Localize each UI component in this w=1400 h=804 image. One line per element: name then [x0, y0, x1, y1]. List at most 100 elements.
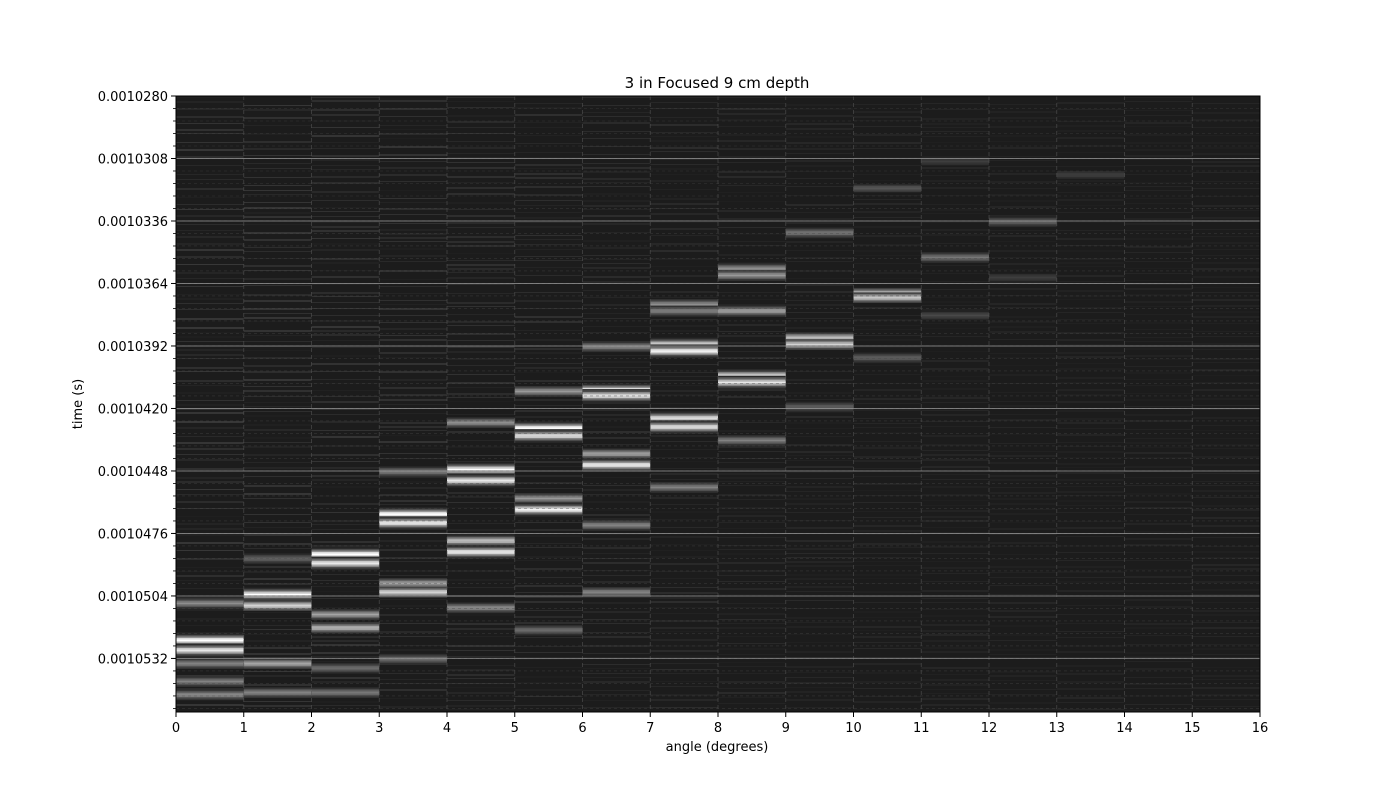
heatmap-band	[447, 555, 515, 558]
heatmap-texture-line	[1192, 564, 1260, 566]
heatmap-band	[176, 648, 244, 650]
heatmap-texture-line	[718, 176, 786, 178]
heatmap-texture-line	[243, 442, 312, 443]
heatmap-band	[311, 612, 380, 614]
heatmap-texture-line	[785, 165, 854, 167]
heatmap-texture-line	[1056, 319, 1125, 320]
heatmap-band	[176, 638, 244, 640]
heatmap-texture-line	[447, 325, 515, 326]
heatmap-texture-line	[1056, 500, 1125, 502]
heatmap-texture-line	[514, 367, 583, 369]
heatmap-texture-line	[514, 522, 583, 523]
heatmap-column-0	[176, 96, 244, 706]
heatmap-band	[447, 554, 515, 556]
heatmap-texture-line	[243, 239, 312, 241]
heatmap-band	[582, 453, 651, 455]
heatmap-band	[447, 475, 515, 477]
heatmap-texture-line	[1192, 409, 1260, 410]
x-tick-label: 4	[443, 721, 451, 736]
heatmap-texture-line	[989, 160, 1057, 161]
heatmap-texture-line	[853, 547, 922, 548]
heatmap-texture-line	[311, 258, 380, 260]
heatmap-texture-line	[311, 109, 380, 111]
heatmap-band	[447, 418, 515, 421]
heatmap-texture-line	[379, 673, 447, 674]
heatmap-texture-line	[379, 328, 447, 330]
heatmap-texture-line	[514, 256, 583, 257]
heatmap-texture-line	[582, 154, 651, 155]
heatmap-band	[650, 412, 718, 415]
heatmap-band	[514, 435, 583, 437]
heatmap-texture-line	[514, 568, 583, 570]
heatmap-band	[1056, 171, 1125, 173]
heatmap-texture-line	[921, 309, 989, 311]
heatmap-texture-line	[853, 511, 922, 512]
heatmap-texture-line	[447, 502, 515, 503]
heatmap-texture-line	[379, 100, 447, 102]
heatmap-texture-line	[989, 694, 1057, 695]
heatmap-texture-line	[1056, 688, 1125, 690]
heatmap-texture-line	[582, 215, 651, 217]
heatmap-texture-line	[650, 203, 718, 205]
heatmap-texture-line	[176, 481, 244, 483]
heatmap-texture-line	[1124, 406, 1193, 407]
heatmap-texture-line	[582, 193, 651, 195]
heatmap-band	[1056, 174, 1125, 176]
heatmap-texture-line	[785, 250, 854, 251]
heatmap-texture-line	[853, 398, 922, 400]
heatmap-texture-line	[1192, 675, 1260, 677]
heatmap-texture-line	[447, 678, 515, 679]
heatmap-texture-line	[989, 392, 1057, 393]
heatmap-band	[447, 548, 515, 550]
heatmap-texture-line	[1124, 218, 1193, 220]
heatmap-texture-line	[718, 515, 786, 517]
heatmap-texture-line	[514, 168, 583, 169]
heatmap-texture-line	[650, 597, 718, 599]
heatmap-band	[718, 276, 786, 278]
heatmap-texture-line	[311, 283, 380, 285]
heatmap-texture-line	[447, 133, 515, 134]
heatmap-band	[379, 661, 447, 663]
heatmap-texture-line	[311, 355, 380, 357]
heatmap-texture-line	[718, 603, 786, 604]
heatmap-band	[718, 444, 786, 446]
heatmap-texture-line	[853, 409, 922, 411]
heatmap-texture-line	[650, 607, 718, 608]
heatmap-band	[311, 609, 380, 611]
heatmap-texture-line	[650, 578, 718, 579]
heatmap-band	[582, 523, 651, 525]
heatmap-texture-line	[243, 548, 312, 549]
heatmap-texture-line	[853, 596, 922, 597]
heatmap-texture-line	[514, 267, 583, 268]
heatmap-texture-line	[989, 365, 1057, 366]
heatmap-texture-line	[1124, 538, 1193, 540]
x-tick-label: 1	[240, 721, 248, 736]
heatmap-texture-line	[921, 127, 989, 128]
heatmap-band	[718, 372, 786, 374]
heatmap-texture-line	[176, 243, 244, 245]
heatmap-band	[718, 307, 786, 309]
heatmap-texture-line	[785, 123, 854, 125]
heatmap-band	[650, 305, 718, 308]
heatmap-texture-line	[243, 507, 312, 509]
heatmap-texture-line	[514, 217, 583, 219]
heatmap-band	[379, 594, 447, 597]
heatmap-texture-line	[1056, 166, 1125, 167]
heatmap-texture-line	[514, 475, 583, 477]
heatmap-texture-line	[650, 291, 718, 293]
heatmap-texture-line	[243, 194, 312, 195]
heatmap-texture-line	[921, 221, 989, 223]
heatmap-texture-line	[718, 588, 786, 590]
heatmap-texture-line	[718, 485, 786, 486]
x-tick-label: 14	[1116, 721, 1133, 736]
heatmap-texture-line	[243, 571, 312, 573]
heatmap-texture-line	[1056, 637, 1125, 638]
heatmap-texture-line	[1056, 536, 1125, 537]
heatmap-texture-line	[853, 709, 922, 710]
heatmap-band	[447, 535, 515, 538]
heatmap-texture-line	[718, 156, 786, 158]
heatmap-texture-line	[989, 282, 1057, 283]
heatmap-band	[311, 559, 380, 562]
heatmap-texture-line	[1124, 238, 1193, 240]
